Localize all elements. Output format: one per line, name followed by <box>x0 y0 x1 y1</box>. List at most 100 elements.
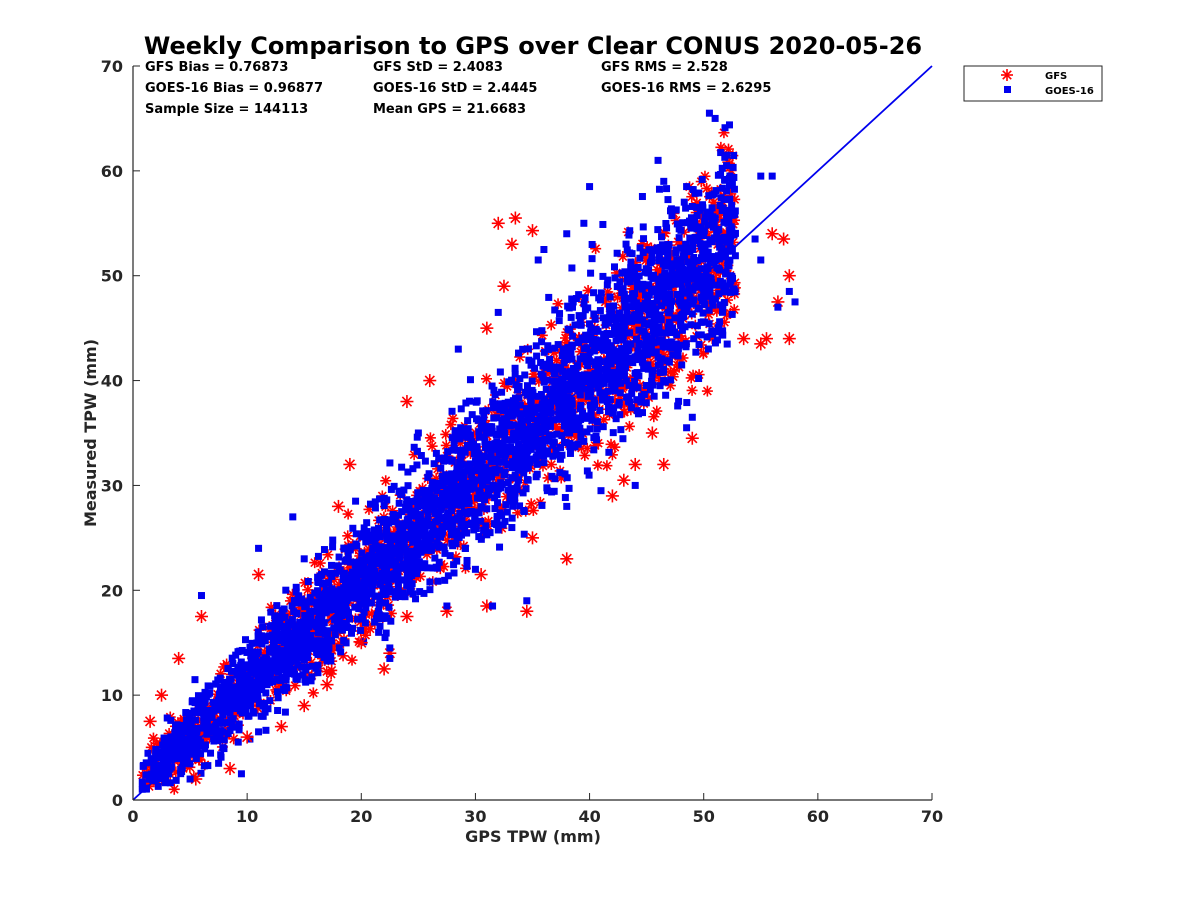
goes-16-point <box>674 345 682 353</box>
goes-16-point <box>444 523 452 531</box>
gfs-outlier-point <box>480 321 494 335</box>
goes-16-point <box>661 378 669 386</box>
goes-16-point <box>247 656 255 664</box>
goes-16-point <box>275 668 283 676</box>
goes-16-point <box>688 202 696 210</box>
goes-16-point <box>623 393 631 401</box>
goes-16-point <box>160 743 168 751</box>
legend-goes-16-label: GOES-16 <box>1045 86 1094 97</box>
goes-16-point <box>174 752 182 760</box>
goes-16-point <box>686 294 694 302</box>
goes-16-point <box>508 514 516 522</box>
goes-16-point <box>727 288 735 296</box>
goes-16-point <box>590 289 598 297</box>
goes-16-point <box>352 579 360 587</box>
goes-16-point <box>731 210 739 218</box>
goes-16-point <box>619 335 627 343</box>
goes-16-point <box>474 508 482 516</box>
goes-16-point <box>415 558 423 566</box>
goes-16-point <box>600 379 608 387</box>
goes-16-point <box>648 307 656 315</box>
goes-16-point <box>458 451 466 459</box>
goes-16-point <box>699 277 707 285</box>
gfs-point <box>648 411 660 423</box>
goes-16-point <box>727 232 735 240</box>
goes-16-point <box>639 223 647 231</box>
goes-16-point <box>364 536 372 544</box>
goes-16-point <box>352 558 360 566</box>
goes-16-point <box>158 774 166 782</box>
goes-16-point <box>554 341 562 349</box>
goes-16-point <box>283 635 291 643</box>
goes-16-point <box>675 225 683 233</box>
goes-16-point <box>521 429 529 437</box>
goes-16-point <box>524 345 532 353</box>
goes-16-point <box>689 235 697 243</box>
goes-16-point <box>531 364 539 372</box>
goes-16-point <box>154 782 162 790</box>
goes-16-point <box>478 481 486 489</box>
goes-16-point <box>473 415 481 423</box>
goes-16-point <box>327 657 335 665</box>
goes-16-point <box>451 474 459 482</box>
goes-16-point <box>586 331 594 339</box>
goes-16-point <box>285 661 293 669</box>
gfs-outlier-point <box>505 237 519 251</box>
goes-16-point <box>409 512 417 520</box>
goes-16-point <box>474 476 482 484</box>
stat-goes-rms: GOES-16 RMS = 2.6295 <box>601 81 771 96</box>
goes-16-point <box>435 508 443 516</box>
goes-16-point <box>682 240 690 248</box>
goes-16-point <box>463 556 471 564</box>
goes-16-point <box>323 634 331 642</box>
goes-16-point <box>537 404 545 412</box>
goes-16-point <box>414 524 422 532</box>
goes-16-point <box>442 517 450 525</box>
goes-16-point <box>603 358 611 366</box>
goes-16-point <box>700 232 708 240</box>
goes-16-point <box>225 697 233 705</box>
goes-16-point <box>546 355 554 363</box>
goes-16-point <box>567 417 575 425</box>
goes-16-point <box>153 767 161 775</box>
goes-16-point <box>354 615 362 623</box>
goes-16-point <box>360 608 368 616</box>
goes-16-point <box>432 483 440 491</box>
goes-16-point <box>258 675 266 683</box>
goes-16-point <box>282 586 290 594</box>
gfs-point <box>426 440 438 452</box>
goes-16-point <box>380 574 388 582</box>
goes-16-point <box>682 204 690 212</box>
goes-16-point <box>606 293 614 301</box>
goes-16-point <box>335 567 343 575</box>
goes-16-point <box>600 342 608 350</box>
goes-16-point <box>486 440 494 448</box>
gfs-outlier-point <box>508 211 522 225</box>
goes-16-point <box>349 624 357 632</box>
goes-16-point <box>540 452 548 460</box>
goes-16-point <box>580 336 588 344</box>
goes-16-point <box>440 543 448 551</box>
goes-16-point <box>535 446 543 454</box>
goes-16-point <box>527 422 535 430</box>
goes-16-point <box>606 396 614 404</box>
goes-16-point <box>500 427 508 435</box>
goes-16-point <box>356 600 364 608</box>
goes-16-point <box>634 384 642 392</box>
goes-16-outlier-point <box>255 544 263 552</box>
goes-16-point <box>576 424 584 432</box>
gfs-outlier-point <box>526 224 539 238</box>
goes-16-point <box>229 660 237 668</box>
goes-16-point <box>657 243 665 251</box>
gfs-outlier-point <box>343 457 357 471</box>
goes-16-point <box>566 441 574 449</box>
goes-16-point <box>449 542 457 550</box>
stat-gfs-rms: GFS RMS = 2.528 <box>601 60 728 75</box>
goes-16-point <box>234 668 242 676</box>
goes-16-point <box>521 388 529 396</box>
goes-16-point <box>551 381 559 389</box>
gfs-point <box>623 420 635 432</box>
goes-16-point <box>704 253 712 261</box>
goes-16-point <box>655 185 663 193</box>
goes-16-point <box>462 432 470 440</box>
